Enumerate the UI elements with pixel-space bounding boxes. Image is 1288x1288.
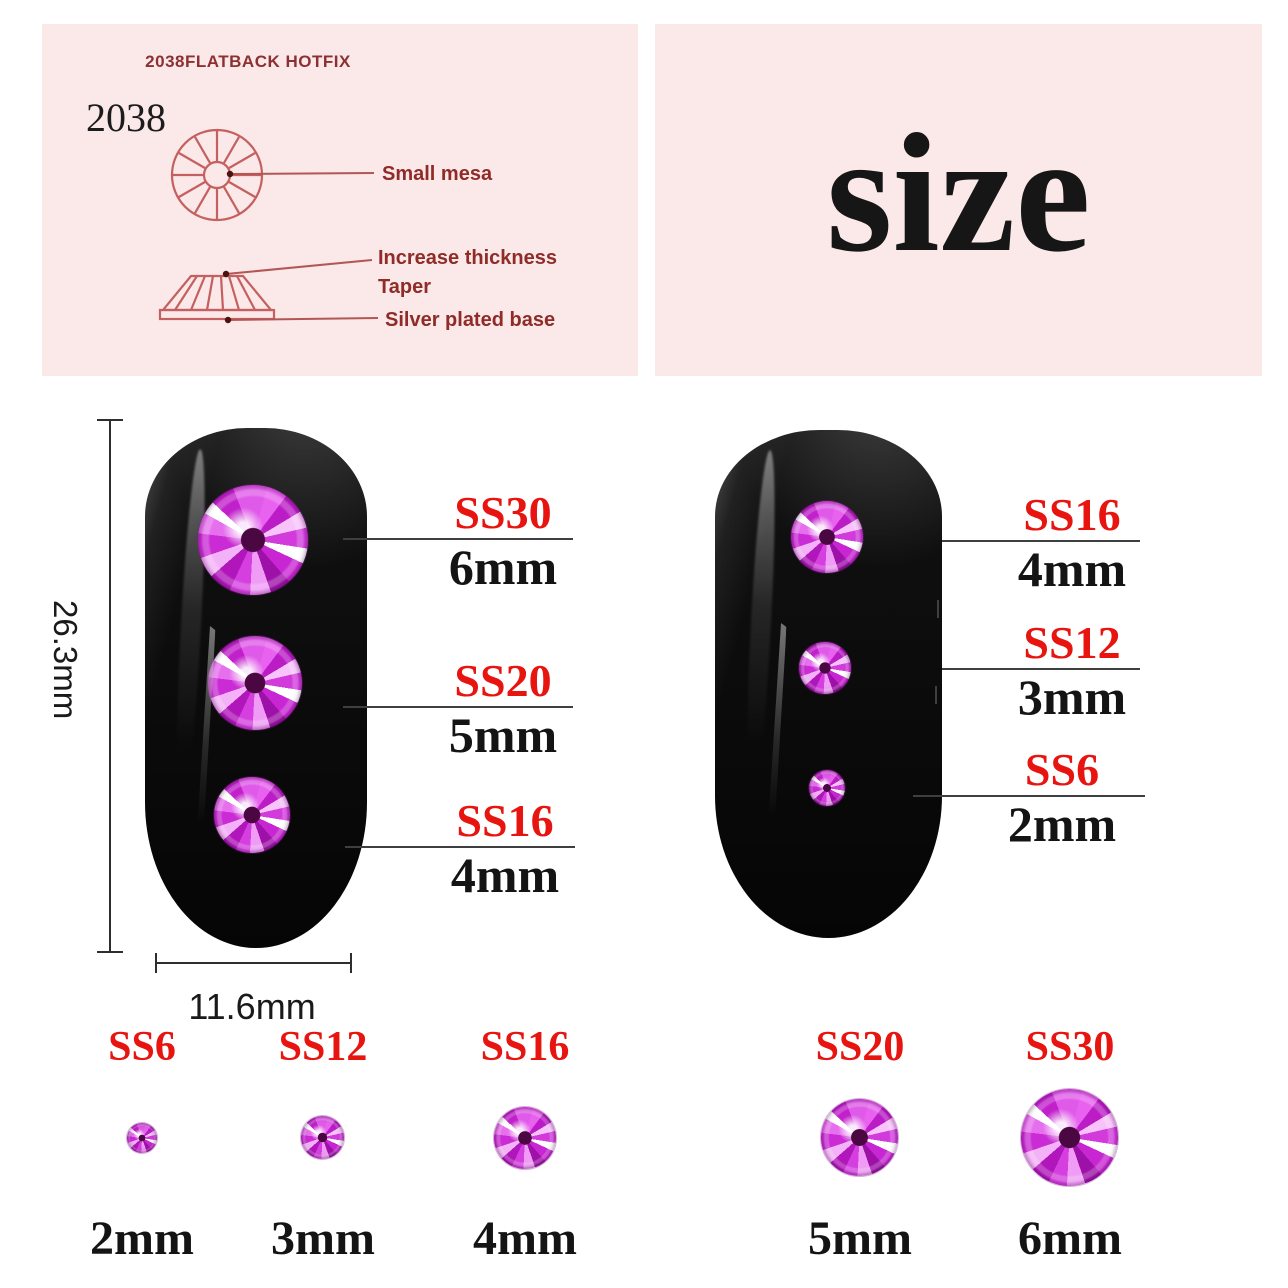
width-dimension-line	[155, 962, 352, 964]
callout-leader-line	[345, 846, 575, 848]
rhinestone-ss16	[791, 501, 863, 573]
rhinestone-ss16	[494, 1107, 556, 1169]
size-column-ss-label: SS30	[1025, 1024, 1115, 1070]
size-column-mm-label: 5mm	[808, 1212, 912, 1265]
size-column-ss-label: SS16	[480, 1024, 570, 1070]
rhinestone-ss16	[214, 777, 290, 853]
size-column-mm-label: 2mm	[90, 1212, 194, 1265]
width-dimension-cap-right	[350, 953, 352, 973]
rhinestone-ss12	[799, 642, 851, 694]
size-panel: size	[655, 24, 1262, 376]
leader-tick	[937, 600, 939, 618]
leader-tick	[935, 686, 937, 704]
rhinestone-ss30	[1021, 1089, 1118, 1186]
callout-mm-label: 5mm	[448, 707, 558, 763]
size-column-ss16: SS16 4mm	[440, 1015, 610, 1275]
callout-ss-label: SS12	[1023, 617, 1121, 668]
spec-panel: 2038FLATBACK HOTFIX 2038 Small mesa Incr…	[42, 24, 638, 376]
height-dimension-cap-bottom	[97, 951, 123, 953]
callout-left-ss16: SS16 4mm	[345, 796, 575, 902]
callout-ss-label: SS20	[454, 655, 552, 706]
callout-ss-label: SS6	[1024, 744, 1100, 795]
callout-mm-label: 4mm	[450, 847, 560, 903]
rhinestone-ss12	[301, 1116, 344, 1159]
callout-leader-line	[343, 538, 573, 540]
label-increase-thickness: Increase thickness	[378, 247, 557, 269]
size-column-ss12: SS12 3mm	[238, 1015, 408, 1275]
nail-right	[715, 430, 942, 938]
rhinestone-ss30	[198, 485, 308, 595]
size-column-ss30: SS30 6mm	[985, 1015, 1155, 1275]
callout-mm-label: 6mm	[448, 539, 558, 595]
size-column-ss6: SS6 2mm	[57, 1015, 227, 1275]
label-small-mesa: Small mesa	[382, 163, 493, 185]
callout-right-ss6: SS6 2mm	[913, 745, 1145, 851]
callout-left-ss30: SS30 6mm	[343, 488, 573, 594]
callout-mm-label: 3mm	[1017, 669, 1127, 725]
height-dimension-label: 26.3mm	[47, 600, 84, 720]
rhinestone-ss20	[208, 636, 302, 730]
nail-left	[145, 428, 367, 948]
rhinestone-ss6	[127, 1123, 157, 1153]
callout-mm-label: 2mm	[1007, 796, 1117, 852]
size-column-ss-label: SS6	[108, 1024, 176, 1070]
size-heading: size	[826, 99, 1091, 287]
callout-leader-line	[942, 540, 1140, 542]
model-number: 2038	[86, 95, 166, 140]
callout-ss-label: SS16	[1023, 489, 1121, 540]
label-taper: Taper	[378, 276, 431, 298]
rhinestone-ss6	[809, 770, 845, 806]
callout-ss-label: SS16	[456, 795, 554, 846]
callout-right-ss16: SS16 4mm	[942, 490, 1140, 596]
width-dimension-label: 11.6mm	[188, 986, 316, 1027]
label-silver-plated-base: Silver plated base	[385, 309, 556, 331]
callout-leader-line	[343, 706, 573, 708]
size-column-ss-label: SS12	[278, 1024, 368, 1070]
rhinestone-diagram	[158, 128, 379, 324]
size-column-mm-label: 6mm	[1018, 1212, 1122, 1265]
size-column-mm-label: 4mm	[473, 1212, 577, 1265]
rhinestone-ss20	[821, 1099, 898, 1176]
callout-ss-label: SS30	[454, 487, 552, 538]
callout-left-ss20: SS20 5mm	[343, 656, 573, 762]
spec-panel-title: 2038FLATBACK HOTFIX	[145, 52, 351, 71]
callout-mm-label: 4mm	[1017, 541, 1127, 597]
callout-leader-line	[913, 795, 1145, 797]
width-dimension-cap-left	[155, 953, 157, 973]
size-column-ss-label: SS20	[815, 1024, 905, 1070]
size-column-mm-label: 3mm	[271, 1212, 375, 1265]
callout-leader-line	[942, 668, 1140, 670]
callout-right-ss12: SS12 3mm	[942, 618, 1140, 724]
size-column-ss20: SS20 5mm	[775, 1015, 945, 1275]
height-dimension-cap-top	[97, 419, 123, 421]
height-dimension-line	[109, 420, 111, 953]
